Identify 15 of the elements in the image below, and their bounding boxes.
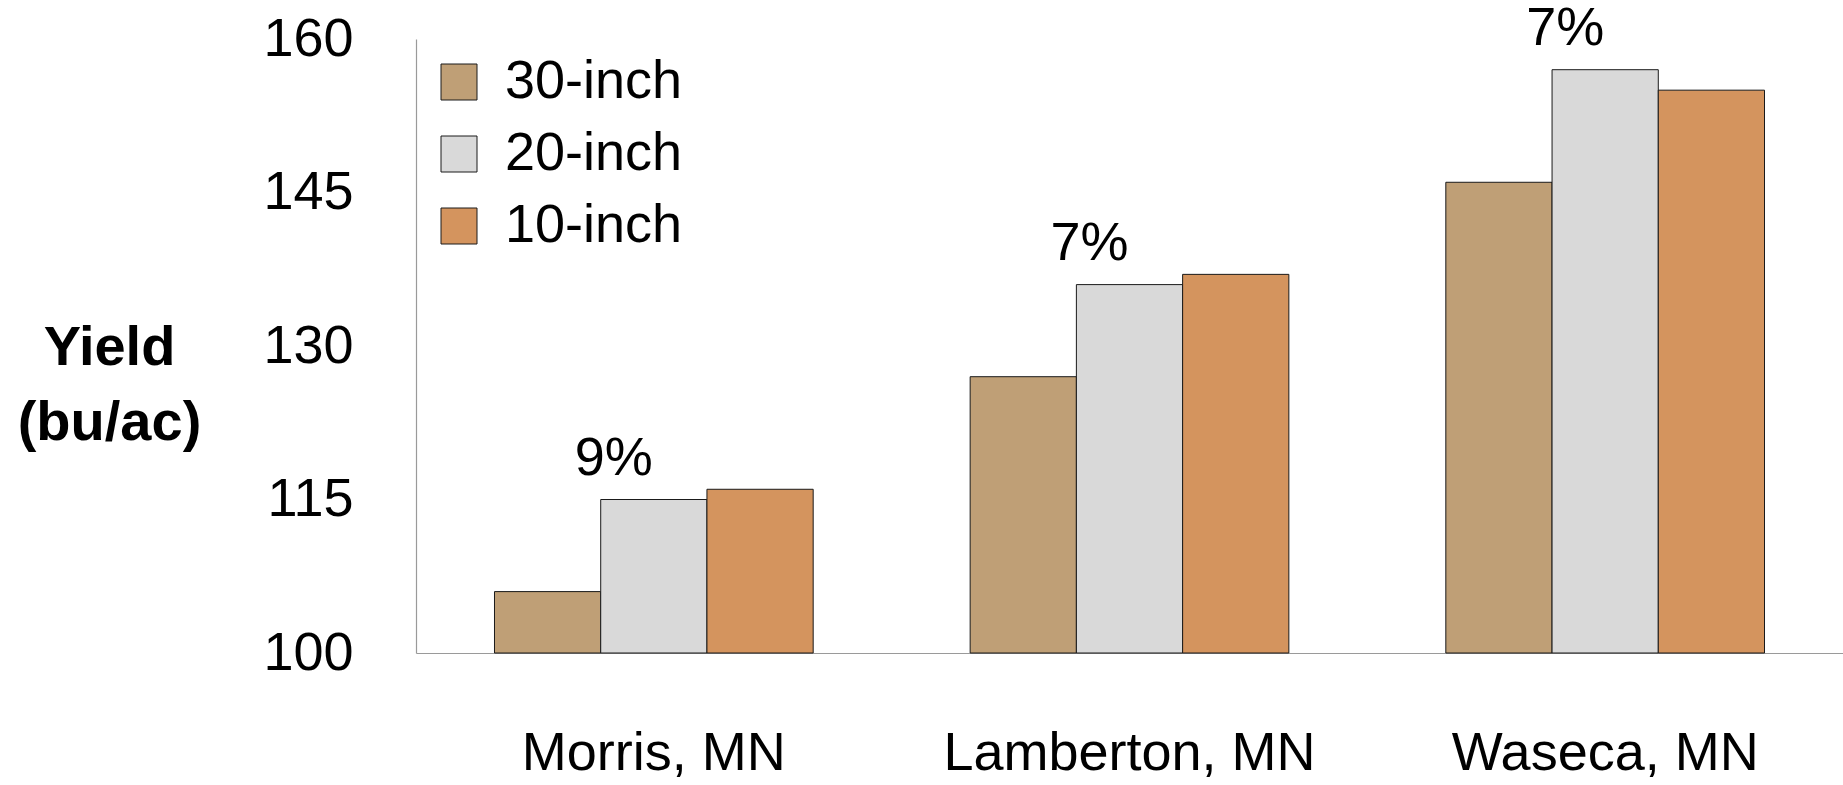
annotation: 9% xyxy=(574,425,653,486)
annotation: 7% xyxy=(1526,0,1605,56)
y-tick-label: 130 xyxy=(263,313,354,374)
annotation: 7% xyxy=(1050,210,1129,271)
y-tick-label: 160 xyxy=(263,6,354,67)
y-tick-label: 100 xyxy=(263,620,354,681)
y-tick-label: 115 xyxy=(267,467,354,527)
legend-label: 20-inch xyxy=(505,121,683,181)
x-tick-label: Morris, MN xyxy=(521,720,786,781)
x-tick-label: Waseca, MN xyxy=(1451,720,1759,781)
y-tick-label: 145 xyxy=(263,160,354,220)
x-tick-label: Lamberton, MN xyxy=(943,720,1316,781)
legend-label: 30-inch xyxy=(505,49,683,109)
y-axis-title: Yield (bu/ac) xyxy=(17,313,202,452)
legend-label: 10-inch xyxy=(505,193,683,253)
